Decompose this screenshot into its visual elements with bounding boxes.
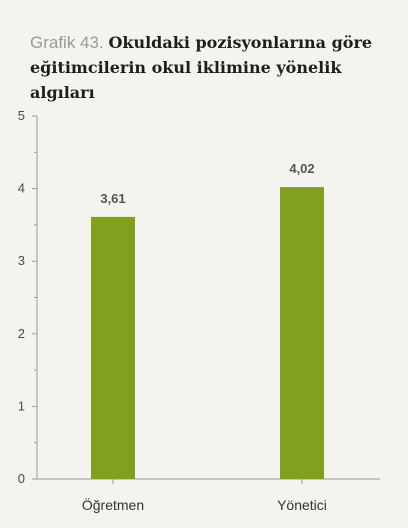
bar: [91, 216, 135, 479]
y-tick-label: 4: [18, 181, 25, 196]
y-tick-label: 2: [18, 326, 25, 341]
y-tick-label: 0: [18, 471, 25, 486]
y-tick-label: 1: [18, 398, 25, 413]
chart-title-text: Okuldaki pozisyonlarına göre eğitimciler…: [30, 33, 373, 102]
y-tick-label: 3: [18, 253, 25, 268]
chart-title: Grafik 43. Okuldaki pozisyonlarına göre …: [30, 30, 390, 105]
y-tick-label: 5: [18, 108, 25, 123]
x-category-label: Yönetici: [277, 497, 327, 513]
x-category-label: Öğretmen: [82, 496, 144, 513]
chart-title-prefix: Grafik 43.: [30, 33, 104, 52]
data-label: 3,61: [100, 191, 125, 206]
data-label: 4,02: [289, 161, 314, 176]
bar: [280, 187, 324, 479]
